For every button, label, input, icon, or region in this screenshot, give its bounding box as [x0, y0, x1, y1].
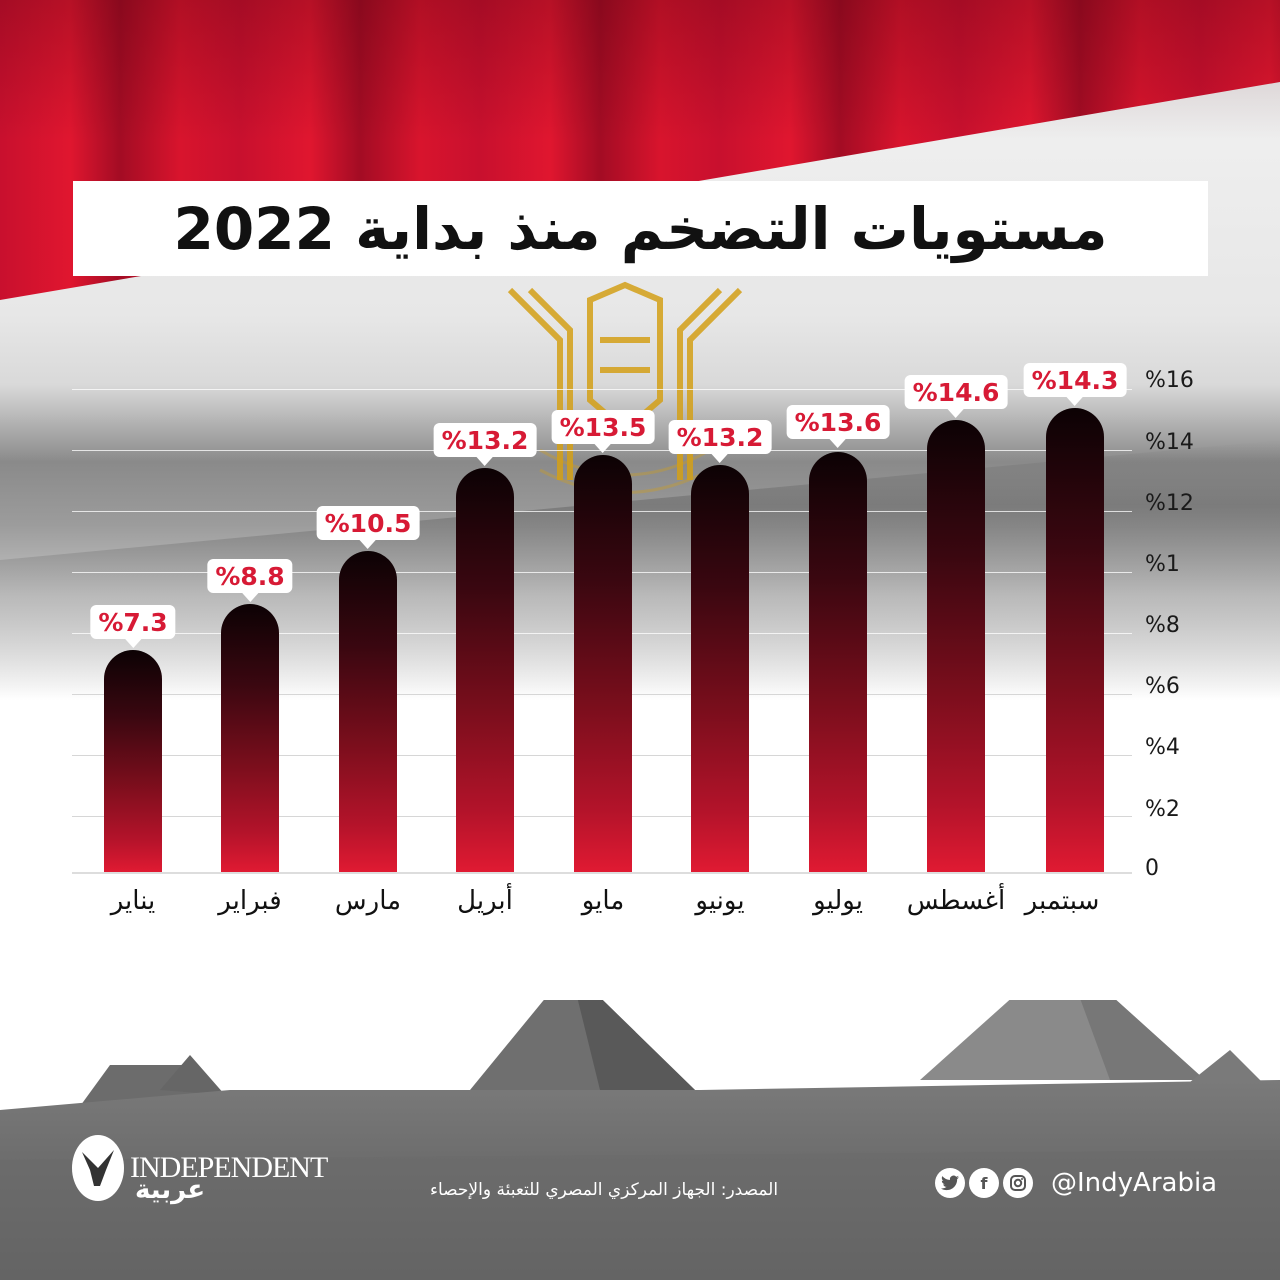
title-banner: مستويات التضخم منذ بداية 2022: [73, 181, 1208, 276]
gridline: [72, 389, 1132, 390]
eagle-logo-icon: [72, 1135, 124, 1201]
y-tick-label: %4: [1145, 735, 1180, 760]
social-handle[interactable]: @IndyArabia: [1051, 1168, 1218, 1198]
independent-logo: INDEPENDENT: [72, 1135, 328, 1201]
facebook-icon[interactable]: f: [969, 1168, 999, 1198]
brand-name: INDEPENDENT: [130, 1151, 328, 1184]
data-label: %14.3: [1023, 363, 1127, 406]
bar-may: [574, 455, 632, 872]
x-tick-label: يوليو: [813, 886, 863, 916]
bar-april: [456, 468, 514, 872]
twitter-icon[interactable]: [935, 1168, 965, 1198]
x-tick-label: سبتمبر: [1024, 886, 1100, 916]
bar-february: [221, 604, 279, 872]
bar-july: [809, 452, 867, 872]
y-tick-label: %2: [1145, 797, 1180, 822]
brand-arabic: عربية: [135, 1175, 206, 1205]
y-tick-label: %6: [1145, 674, 1180, 699]
x-tick-label: يونيو: [695, 886, 745, 916]
y-tick-label: %14: [1145, 430, 1194, 455]
social-links: f @IndyArabia: [935, 1168, 1217, 1198]
data-label: %13.2: [668, 420, 772, 463]
instagram-icon[interactable]: [1003, 1168, 1033, 1198]
x-tick-label: مارس: [334, 886, 402, 916]
x-tick-label: مايو: [581, 886, 625, 916]
bar-january: [104, 650, 162, 872]
data-label: %14.6: [904, 375, 1008, 418]
bar-march: [339, 551, 397, 872]
bar-august: [927, 420, 985, 872]
bar-september: [1046, 408, 1104, 872]
data-label: %10.5: [316, 506, 420, 549]
x-tick-label: يناير: [110, 886, 156, 916]
y-tick-label: %8: [1145, 613, 1180, 638]
data-label: %8.8: [207, 559, 293, 602]
bar-june: [691, 465, 749, 872]
x-tick-label: فبراير: [218, 886, 282, 916]
data-label: %13.5: [551, 410, 655, 453]
x-tick-label: أبريل: [457, 886, 513, 916]
y-tick-label: 0: [1145, 856, 1159, 881]
source-note: المصدر: الجهاز المركزي المصري للتعبئة وا…: [430, 1180, 779, 1200]
y-tick-label: %16: [1145, 368, 1194, 393]
data-label: %13.6: [786, 405, 890, 448]
data-label: %7.3: [90, 605, 176, 648]
y-tick-label: %1: [1145, 552, 1180, 577]
data-label: %13.2: [433, 423, 537, 466]
x-tick-label: أغسطس: [906, 886, 1006, 916]
x-axis-baseline: [72, 872, 1132, 874]
chart-title: مستويات التضخم منذ بداية 2022: [173, 194, 1108, 263]
y-tick-label: %12: [1145, 491, 1194, 516]
flag-shadow: [0, 0, 1280, 140]
